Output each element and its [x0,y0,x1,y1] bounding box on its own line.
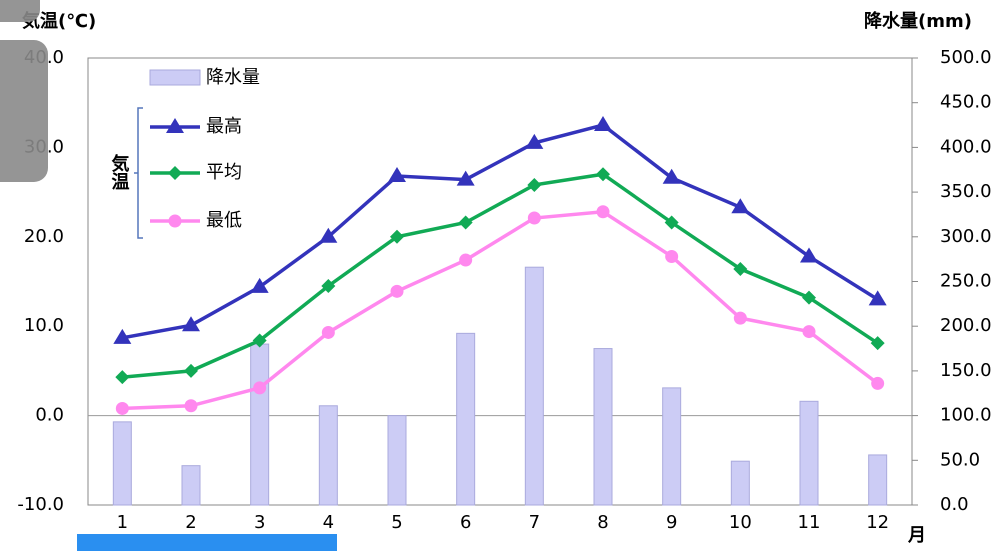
overlay-tab[interactable] [0,0,40,22]
y2-tick-label: 200.0 [940,315,992,336]
y-tick-label: 20.0 [24,226,64,247]
y2-tick-label: 350.0 [940,181,992,202]
x-tick-label: 12 [866,512,889,533]
x-tick-label: 1 [117,512,128,533]
x-tick-label: 5 [391,512,402,533]
marker [168,214,182,228]
marker [321,278,336,293]
y-tick-label: -10.0 [17,494,64,515]
marker [166,118,184,133]
marker [184,399,198,413]
marker [527,211,541,225]
bar [112,421,132,506]
marker [113,328,132,344]
marker [870,336,885,351]
marker [868,290,887,306]
legend-bracket [134,107,143,239]
y2-tick-label: 450.0 [940,92,992,113]
bar [868,454,888,506]
line [122,209,879,411]
marker [388,167,406,183]
marker [871,376,885,390]
legend-label: 降水量 [206,67,260,88]
y-axis-title: 気温(℃) [22,10,96,32]
y2-tick-label: 50.0 [940,449,980,470]
marker [662,168,681,184]
marker [252,333,267,348]
line [122,123,879,340]
marker [596,167,610,182]
marker [800,247,818,263]
overlay [0,0,339,551]
marker [458,215,473,230]
marker [319,227,338,243]
bar [593,348,613,506]
bar [387,415,407,506]
marker [525,133,544,149]
bar [730,460,750,506]
bar [524,266,544,506]
x-tick-label: 9 [666,512,677,533]
marker [321,325,335,339]
marker [594,116,612,132]
line [122,172,879,379]
marker [115,370,130,385]
bar [662,387,682,506]
marker [390,229,404,244]
overlay-panel[interactable] [0,40,48,182]
y2-tick-label: 400.0 [940,136,992,157]
bar [799,400,819,506]
marker [184,363,198,378]
x-tick-label: 10 [729,512,752,533]
legend-swatch [149,69,201,86]
y2-tick-label: 0.0 [940,494,969,515]
x-tick-label: 4 [323,512,334,533]
marker [665,249,679,263]
marker [182,316,200,332]
marker [733,261,748,276]
x-tick-label: 3 [254,512,265,533]
y-tick-label: 10.0 [24,315,64,336]
marker [733,311,747,325]
marker [168,166,182,180]
legend-group-label: 気温 [109,153,130,190]
marker [459,253,473,267]
marker [250,277,269,293]
y2-tick-label: 150.0 [940,360,992,381]
bar [250,343,270,506]
y2-tick-label: 100.0 [940,405,992,426]
marker [456,170,475,186]
marker [527,177,542,192]
y2-tick-label: 300.0 [940,226,992,247]
x-tick-label: 6 [460,512,471,533]
y2-tick-label: 250.0 [940,271,992,292]
marker [664,215,679,230]
x-tick-label: 7 [529,512,540,533]
y-tick-label: 0.0 [35,405,64,426]
marker [115,401,129,415]
marks: -10.00.010.020.030.040.00.050.0100.0150.… [17,47,991,533]
x-tick-label: 2 [185,512,196,533]
marker [390,284,404,298]
marker [253,381,267,395]
legend-label: 最低 [206,210,242,231]
overlay-button[interactable] [75,532,339,551]
marker [802,290,816,305]
marker [596,205,610,219]
marker [802,325,816,339]
y2-axis-title: 降水量(mm) [864,10,972,32]
x-tick-label: 8 [597,512,608,533]
x-tick-label: 11 [798,512,821,533]
bar [181,465,201,506]
bar [456,332,476,506]
y2-tick-label: 500.0 [940,47,992,68]
legend-label: 最高 [206,116,242,137]
bar [318,405,338,506]
legend-label: 平均 [206,162,242,183]
marker [731,198,750,214]
x-axis-title: 月 [907,525,926,546]
